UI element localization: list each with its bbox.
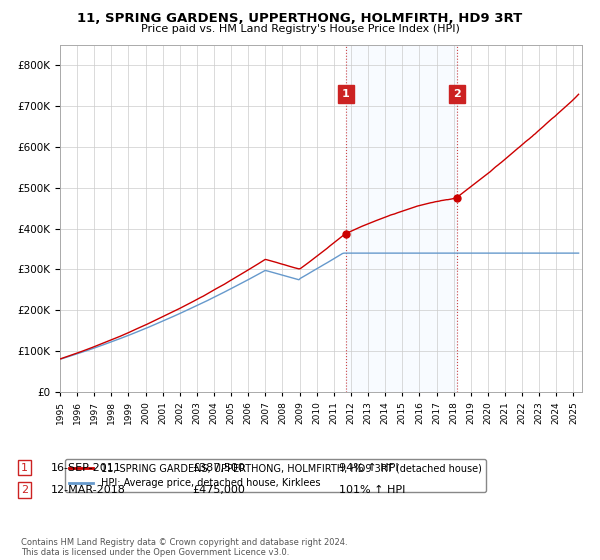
Legend: 11, SPRING GARDENS, UPPERTHONG, HOLMFIRTH, HD9 3RT (detached house), HPI: Averag: 11, SPRING GARDENS, UPPERTHONG, HOLMFIRT… [65,459,485,492]
Text: Price paid vs. HM Land Registry's House Price Index (HPI): Price paid vs. HM Land Registry's House … [140,24,460,34]
Bar [346,45,457,392]
Text: 11, SPRING GARDENS, UPPERTHONG, HOLMFIRTH, HD9 3RT: 11, SPRING GARDENS, UPPERTHONG, HOLMFIRT… [77,12,523,25]
Text: £387,500: £387,500 [192,463,245,473]
Text: 1: 1 [21,463,28,473]
Text: 16-SEP-2011: 16-SEP-2011 [51,463,122,473]
Text: 1: 1 [342,89,350,99]
Text: 2: 2 [453,89,461,99]
Text: 101% ↑ HPI: 101% ↑ HPI [339,485,406,495]
Text: 94% ↑ HPI: 94% ↑ HPI [339,463,398,473]
Text: Contains HM Land Registry data © Crown copyright and database right 2024.
This d: Contains HM Land Registry data © Crown c… [21,538,347,557]
Text: 12-MAR-2018: 12-MAR-2018 [51,485,126,495]
Text: 2: 2 [21,485,28,495]
Text: £475,000: £475,000 [192,485,245,495]
